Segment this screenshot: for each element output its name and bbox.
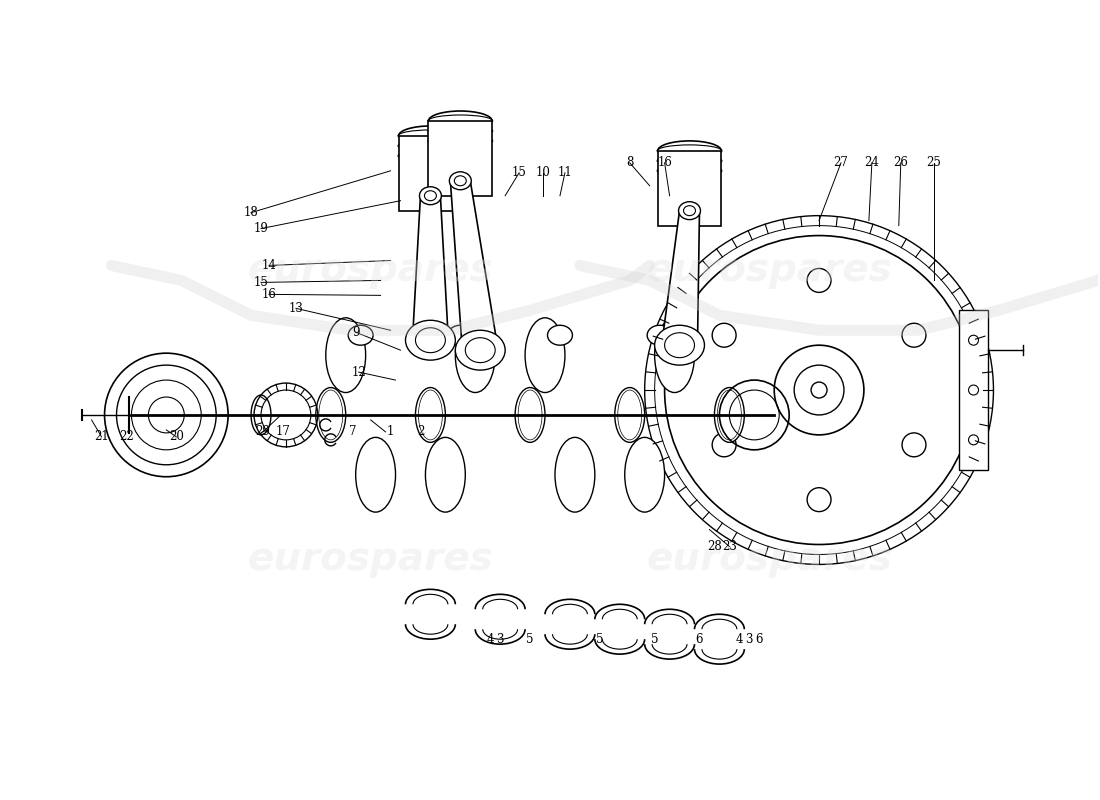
Text: 7: 7 [349, 426, 356, 438]
Ellipse shape [326, 318, 365, 393]
Text: 5: 5 [651, 633, 659, 646]
Ellipse shape [647, 326, 672, 345]
Ellipse shape [355, 438, 396, 512]
Text: 8: 8 [626, 156, 634, 170]
Ellipse shape [515, 387, 544, 442]
Text: 15: 15 [254, 276, 268, 289]
Text: 27: 27 [834, 156, 848, 170]
Text: 22: 22 [119, 430, 134, 443]
Bar [658, 151, 722, 226]
Text: 6: 6 [695, 633, 703, 646]
Text: 16: 16 [657, 156, 672, 170]
Text: 16: 16 [262, 288, 276, 301]
Text: 5: 5 [526, 633, 534, 646]
Ellipse shape [654, 318, 694, 393]
Bar [398, 136, 462, 210]
Polygon shape [450, 181, 498, 350]
Text: 24: 24 [865, 156, 879, 170]
Text: eurospares: eurospares [647, 541, 892, 578]
Text: 23: 23 [722, 540, 737, 553]
Ellipse shape [654, 326, 704, 365]
Ellipse shape [448, 326, 473, 345]
Text: 5: 5 [596, 633, 604, 646]
Ellipse shape [316, 387, 345, 442]
Text: 4: 4 [486, 633, 494, 646]
Ellipse shape [679, 202, 701, 220]
Text: eurospares: eurospares [647, 251, 892, 290]
Text: 14: 14 [262, 259, 276, 272]
Text: 28: 28 [707, 540, 722, 553]
Ellipse shape [419, 186, 441, 205]
Text: 9: 9 [352, 326, 360, 338]
Text: 19: 19 [254, 222, 268, 235]
Ellipse shape [455, 318, 495, 393]
Text: 6: 6 [756, 633, 763, 646]
Text: 13: 13 [288, 302, 304, 315]
Ellipse shape [615, 387, 645, 442]
Polygon shape [661, 210, 700, 345]
Text: 25: 25 [926, 156, 942, 170]
Ellipse shape [416, 387, 446, 442]
Ellipse shape [525, 318, 565, 393]
Ellipse shape [556, 438, 595, 512]
Text: 2: 2 [417, 426, 425, 438]
Ellipse shape [406, 320, 455, 360]
Ellipse shape [455, 330, 505, 370]
Text: eurospares: eurospares [248, 251, 494, 290]
Text: 12: 12 [351, 366, 366, 378]
Ellipse shape [548, 326, 572, 345]
Ellipse shape [450, 172, 471, 190]
Text: 1: 1 [387, 426, 394, 438]
Text: 20: 20 [169, 430, 184, 443]
Ellipse shape [426, 438, 465, 512]
Ellipse shape [625, 438, 664, 512]
Text: 11: 11 [558, 166, 572, 179]
Bar [958, 310, 989, 470]
Bar [428, 121, 492, 196]
Text: 10: 10 [536, 166, 550, 179]
Text: 29: 29 [255, 426, 271, 438]
Text: 21: 21 [95, 430, 109, 443]
Text: 3: 3 [746, 633, 754, 646]
Ellipse shape [714, 387, 745, 442]
Text: 3: 3 [496, 633, 504, 646]
Text: 26: 26 [893, 156, 909, 170]
Text: 18: 18 [244, 206, 258, 219]
Polygon shape [412, 196, 449, 340]
Text: eurospares: eurospares [248, 541, 494, 578]
Text: 17: 17 [275, 426, 290, 438]
Text: 15: 15 [512, 166, 527, 179]
Ellipse shape [349, 326, 373, 345]
Text: 4: 4 [736, 633, 744, 646]
Ellipse shape [251, 395, 271, 435]
